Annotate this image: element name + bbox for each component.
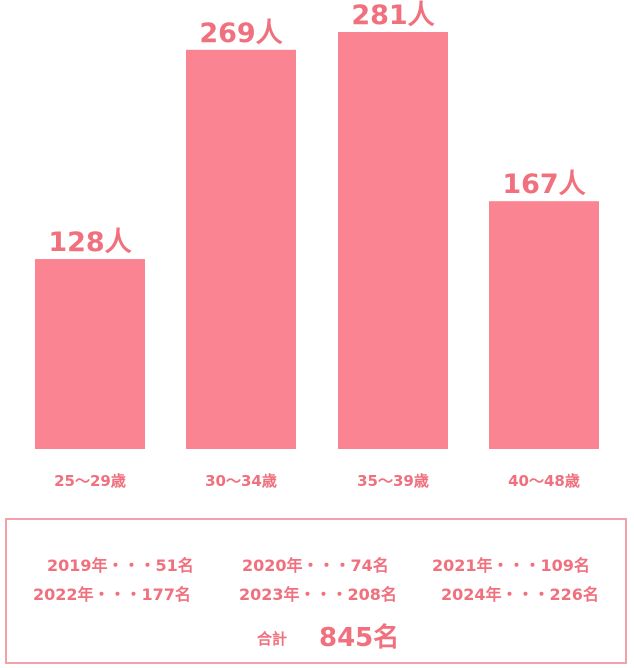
total-value: 845名 xyxy=(319,623,400,653)
value-label-1: 269人 xyxy=(199,18,282,49)
bar-2 xyxy=(338,32,448,449)
summary-box: 2019年・・・51名 2020年・・・74名 2021年・・・109名 202… xyxy=(5,518,627,664)
year-summary-2023: 2023年・・・208名 xyxy=(239,585,397,604)
category-label-1: 30〜34歳 xyxy=(205,472,277,490)
value-label-0: 128人 xyxy=(48,227,131,258)
value-label-2: 281人 xyxy=(351,0,434,31)
year-summary-2024: 2024年・・・226名 xyxy=(441,585,599,604)
value-label-3: 167人 xyxy=(502,169,585,200)
bar-3 xyxy=(489,201,599,449)
category-label-2: 35〜39歳 xyxy=(357,472,429,490)
bar-1 xyxy=(186,49,296,449)
category-label-3: 40〜48歳 xyxy=(508,472,580,490)
bar-chart: 128人 25〜29歳 269人 30〜34歳 281人 35〜39歳 167人 40〜48歳 xyxy=(35,0,599,490)
year-summary-2022: 2022年・・・177名 xyxy=(33,585,191,604)
bar-0 xyxy=(35,259,145,449)
total-label: 合計 xyxy=(257,630,288,648)
category-label-0: 25〜29歳 xyxy=(54,472,126,490)
year-summary-2021: 2021年・・・109名 xyxy=(432,556,590,575)
year-summary-2019: 2019年・・・51名 xyxy=(47,556,194,575)
year-summary-2020: 2020年・・・74名 xyxy=(242,556,389,575)
